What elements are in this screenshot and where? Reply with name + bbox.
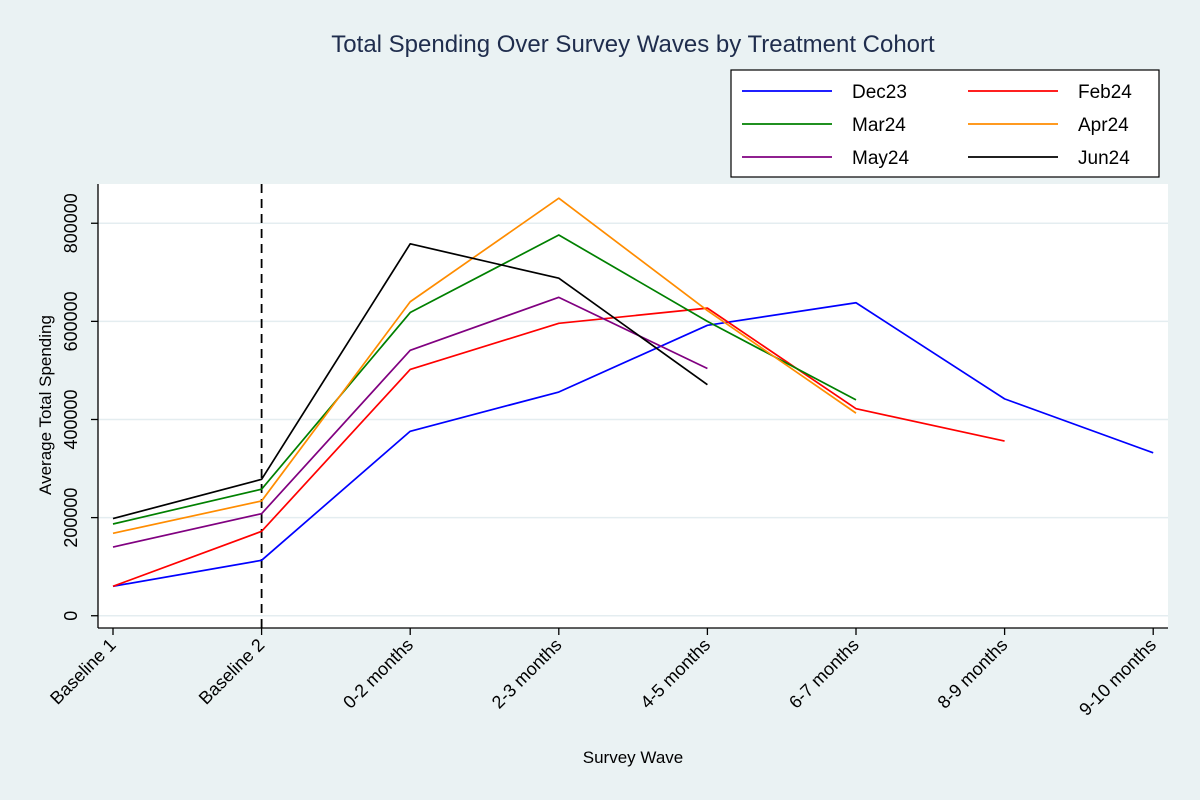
x-tick-label: 4-5 months: [636, 635, 714, 713]
x-tick-label: Baseline 1: [46, 635, 120, 709]
x-tick-label: 0-2 months: [339, 635, 417, 713]
y-tick-label: 200000: [61, 488, 81, 548]
series-line-dec23: [112, 301, 1154, 588]
legend: Dec23 Feb24 Mar24 Apr24 May24 Jun24: [730, 69, 1160, 178]
y-tick-label: 400000: [61, 389, 81, 449]
series-line-apr24: [112, 197, 857, 535]
legend-label-feb24: Feb24: [1078, 82, 1132, 103]
x-tick-label: 2-3 months: [488, 635, 566, 713]
y-tick-label: 600000: [61, 291, 81, 351]
series-line-jun24: [112, 243, 708, 520]
x-tick-label: 8-9 months: [934, 635, 1012, 713]
chart-title: Total Spending Over Survey Waves by Trea…: [331, 31, 935, 58]
series-line-mar24: [112, 234, 857, 525]
legend-label-mar24: Mar24: [852, 115, 906, 136]
x-axis-title: Survey Wave: [583, 748, 683, 767]
series-group: [112, 197, 1154, 588]
series-line-may24: [112, 296, 708, 548]
legend-label-jun24: Jun24: [1078, 148, 1130, 169]
legend-label-may24: May24: [852, 148, 909, 169]
legend-label-dec23: Dec23: [852, 82, 907, 103]
y-tick-label: 800000: [61, 193, 81, 253]
x-tick-label: 9-10 months: [1075, 635, 1160, 720]
plot-area: [98, 184, 1168, 628]
y-axis-title: Average Total Spending: [36, 315, 55, 495]
x-tick-label: Baseline 2: [195, 635, 269, 709]
y-tick-label: 0: [61, 611, 81, 621]
gridlines: [98, 222, 1168, 617]
x-tick-label: 6-7 months: [785, 635, 863, 713]
legend-label-apr24: Apr24: [1078, 115, 1129, 136]
series-line-feb24: [112, 307, 1005, 588]
